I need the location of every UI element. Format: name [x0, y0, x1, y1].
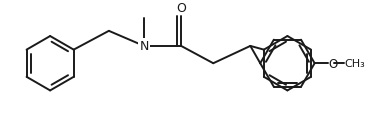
Text: N: N — [139, 40, 149, 53]
Text: CH₃: CH₃ — [344, 59, 365, 69]
Text: O: O — [329, 57, 338, 70]
Text: O: O — [176, 2, 186, 15]
